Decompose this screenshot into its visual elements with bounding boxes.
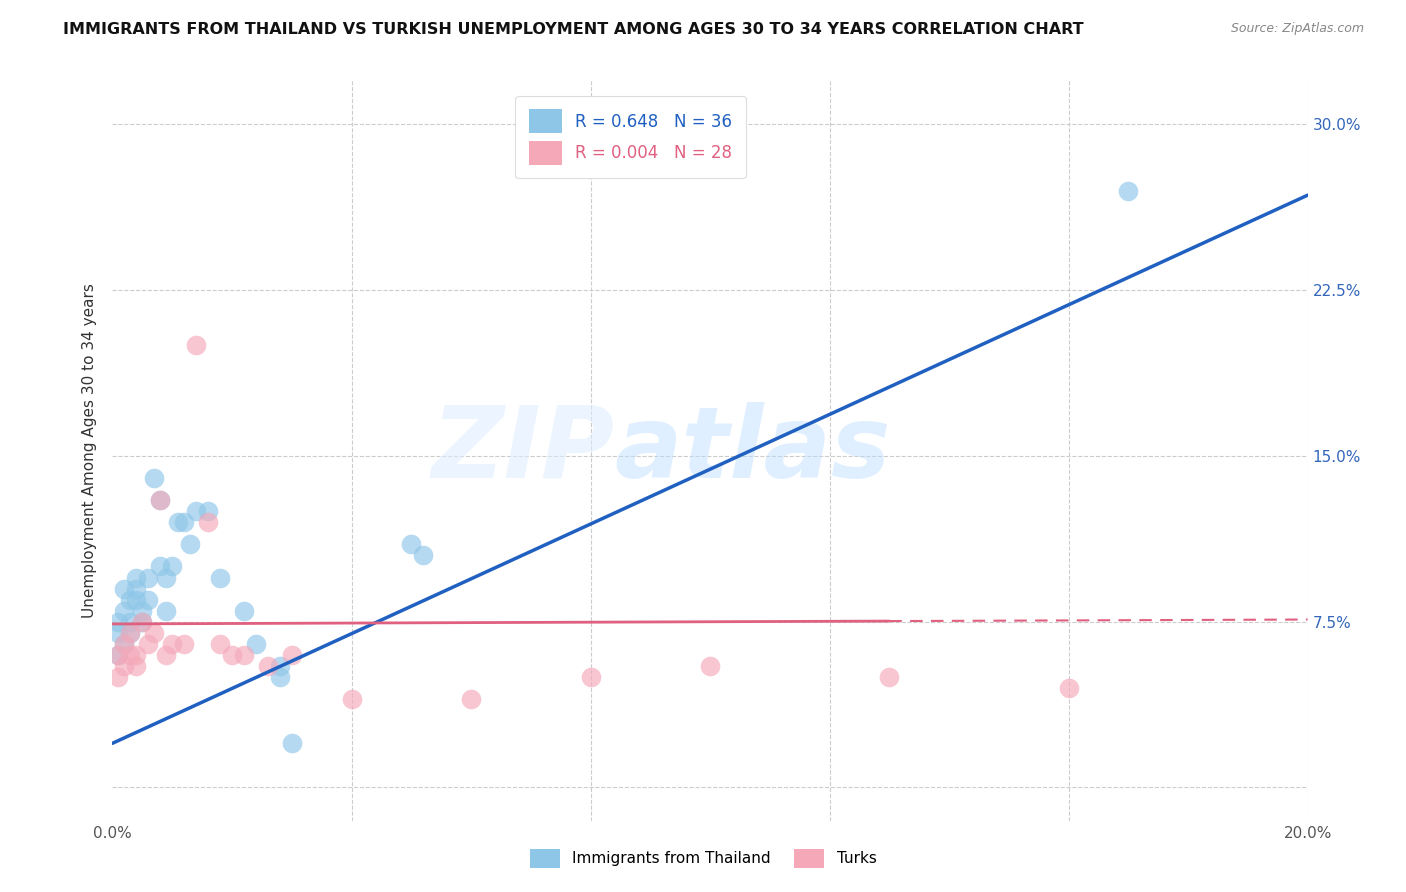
Point [340, 692, 363, 706]
Point [149, 493, 172, 508]
Point [233, 604, 256, 618]
Point [107, 670, 129, 684]
Point [186, 338, 208, 352]
Point [114, 659, 135, 673]
Point [131, 604, 153, 618]
Point [107, 615, 129, 629]
Point [269, 659, 291, 673]
Point [120, 615, 142, 629]
Point [233, 648, 256, 662]
Point [125, 648, 148, 662]
Point [107, 625, 129, 640]
Legend: Immigrants from Thailand, Turks: Immigrants from Thailand, Turks [523, 843, 883, 873]
Point [155, 570, 177, 584]
Point [197, 504, 219, 518]
Point [107, 648, 129, 662]
Point [179, 537, 201, 551]
Text: atlas: atlas [614, 402, 891, 499]
Point [131, 615, 153, 629]
Point [401, 537, 423, 551]
Point [167, 516, 190, 530]
Point [281, 736, 304, 750]
Point [173, 637, 195, 651]
Point [125, 582, 148, 596]
Point [120, 625, 142, 640]
Point [1118, 184, 1140, 198]
Point [269, 670, 291, 684]
Point [138, 570, 160, 584]
Point [114, 637, 135, 651]
Point [173, 516, 195, 530]
Point [155, 648, 177, 662]
Point [209, 570, 232, 584]
Text: Source: ZipAtlas.com: Source: ZipAtlas.com [1230, 22, 1364, 36]
Point [149, 559, 172, 574]
Point [412, 549, 434, 563]
Point [125, 592, 148, 607]
Point [257, 659, 280, 673]
Point [143, 625, 166, 640]
Legend: R = 0.648   N = 36, R = 0.004   N = 28: R = 0.648 N = 36, R = 0.004 N = 28 [515, 96, 745, 178]
Point [209, 637, 232, 651]
Point [138, 637, 160, 651]
Point [579, 670, 602, 684]
Point [155, 604, 177, 618]
Point [699, 659, 721, 673]
Point [131, 615, 153, 629]
Point [138, 592, 160, 607]
Point [879, 670, 901, 684]
Y-axis label: Unemployment Among Ages 30 to 34 years: Unemployment Among Ages 30 to 34 years [82, 283, 97, 618]
Point [149, 493, 172, 508]
Point [114, 604, 135, 618]
Point [107, 648, 129, 662]
Text: IMMIGRANTS FROM THAILAND VS TURKISH UNEMPLOYMENT AMONG AGES 30 TO 34 YEARS CORRE: IMMIGRANTS FROM THAILAND VS TURKISH UNEM… [63, 22, 1084, 37]
Point [281, 648, 304, 662]
Text: ZIP: ZIP [432, 402, 614, 499]
Point [162, 559, 183, 574]
Point [460, 692, 482, 706]
Point [221, 648, 243, 662]
Point [120, 648, 142, 662]
Point [1057, 681, 1080, 695]
Point [125, 570, 148, 584]
Point [114, 637, 135, 651]
Point [245, 637, 267, 651]
Point [120, 592, 142, 607]
Point [197, 516, 219, 530]
Point [143, 471, 166, 485]
Point [114, 582, 135, 596]
Point [186, 504, 208, 518]
Point [162, 637, 183, 651]
Point [120, 625, 142, 640]
Point [125, 659, 148, 673]
